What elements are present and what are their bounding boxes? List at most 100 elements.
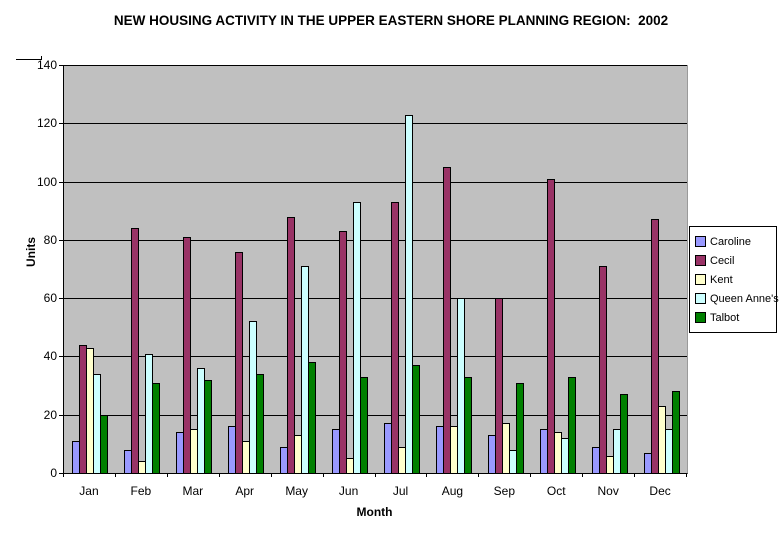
bar-group-jan <box>64 65 116 473</box>
x-tick-mark-2 <box>167 473 168 477</box>
bar-group-mar <box>168 65 220 473</box>
bar-talbot-aug <box>463 377 472 473</box>
bar-talbot-sep <box>515 383 524 473</box>
x-tick-mark-12 <box>686 473 687 477</box>
y-tick-label-40: 40 <box>43 349 57 364</box>
bar-talbot-dec <box>671 391 680 473</box>
bar-cecil-mar <box>183 237 192 473</box>
legend-swatch-icon <box>695 312 706 323</box>
y-tick-label-0: 0 <box>50 466 57 480</box>
x-tick-mark-8 <box>478 473 479 477</box>
x-label-oct: Oct <box>546 484 566 498</box>
x-tick-mark-4 <box>271 473 272 477</box>
bar-cecil-apr <box>235 252 244 473</box>
bar-group-dec <box>635 65 687 473</box>
bar-talbot-jul <box>411 365 420 473</box>
legend-item-queen-anne-s: Queen Anne's <box>695 289 779 308</box>
bar-talbot-feb <box>152 383 161 473</box>
x-tick-mark-3 <box>219 473 220 477</box>
gridline-y-120 <box>64 123 687 124</box>
bar-kent-sep <box>501 423 510 473</box>
bar-group-oct <box>531 65 583 473</box>
x-axis-title: Month <box>356 505 393 519</box>
x-label-may: May <box>285 484 308 498</box>
y-tick-mark-120 <box>59 123 63 124</box>
x-label-nov: Nov <box>597 484 619 498</box>
x-label-jun: Jun <box>338 484 359 498</box>
x-label-feb: Feb <box>130 484 152 498</box>
x-label-jul: Jul <box>392 484 409 498</box>
bar-group-jun <box>324 65 376 473</box>
bar-cecil-dec <box>650 219 659 473</box>
bar-talbot-apr <box>256 374 265 473</box>
legend-label: Cecil <box>710 254 735 267</box>
y-tick-label-20: 20 <box>43 407 57 422</box>
x-tick-mark-6 <box>375 473 376 477</box>
bar-group-aug <box>427 65 479 473</box>
gridline-y-60 <box>64 298 687 299</box>
legend-swatch-icon <box>695 293 706 304</box>
x-label-sep: Sep <box>493 484 516 498</box>
bar-talbot-jan <box>100 415 109 473</box>
bar-queen-anne-s-jul <box>404 115 413 473</box>
axis-scale-marker-tick <box>41 56 42 60</box>
legend: Caroline Cecil Kent Queen Anne's Talbot <box>689 226 779 333</box>
x-label-apr: Apr <box>235 484 255 498</box>
x-label-aug: Aug <box>441 484 464 498</box>
y-tick-mark-80 <box>59 240 63 241</box>
y-tick-label-120: 120 <box>36 116 57 131</box>
legend-item-cecil: Cecil <box>695 251 772 270</box>
plot-area <box>63 65 688 474</box>
x-tick-mark-9 <box>530 473 531 477</box>
y-tick-mark-140 <box>59 65 63 66</box>
bar-talbot-nov <box>619 394 628 473</box>
y-tick-mark-40 <box>59 356 63 357</box>
x-label-dec: Dec <box>649 484 671 498</box>
y-tick-mark-0 <box>59 473 63 474</box>
legend-item-kent: Kent <box>695 270 772 289</box>
y-tick-mark-100 <box>59 182 63 183</box>
bar-talbot-mar <box>204 380 213 473</box>
y-tick-label-60: 60 <box>43 291 57 306</box>
legend-item-caroline: Caroline <box>695 232 772 251</box>
y-tick-mark-20 <box>59 415 63 416</box>
x-label-mar: Mar <box>182 484 204 498</box>
bar-cecil-may <box>287 217 296 473</box>
bar-group-feb <box>116 65 168 473</box>
plot-background <box>64 65 687 473</box>
x-tick-mark-0 <box>63 473 64 477</box>
bar-cecil-jun <box>339 231 348 473</box>
legend-label: Kent <box>710 273 733 286</box>
legend-swatch-icon <box>695 236 706 247</box>
gridline-y-140 <box>64 65 687 66</box>
bar-cecil-aug <box>442 167 451 473</box>
x-tick-mark-5 <box>323 473 324 477</box>
legend-label: Queen Anne's <box>710 292 779 305</box>
x-tick-mark-10 <box>582 473 583 477</box>
bar-talbot-may <box>308 362 317 473</box>
legend-swatch-icon <box>695 274 706 285</box>
gridline-y-40 <box>64 356 687 357</box>
bar-group-apr <box>220 65 272 473</box>
y-axis-title: Units <box>24 237 38 267</box>
y-tick-label-140: 140 <box>36 58 57 72</box>
chart-title: NEW HOUSING ACTIVITY IN THE UPPER EASTER… <box>113 13 669 28</box>
y-tick-label-80: 80 <box>43 232 57 247</box>
bar-talbot-oct <box>567 377 576 473</box>
x-axis-labels: Jan Feb Mar Apr May Jun Jul Aug Sep Oct Nov Dec <box>63 484 686 498</box>
x-tick-mark-1 <box>115 473 116 477</box>
bar-groups <box>64 65 687 473</box>
axis-scale-marker-icon <box>16 56 42 65</box>
legend-item-talbot: Talbot <box>695 308 772 327</box>
x-tick-mark-7 <box>426 473 427 477</box>
bar-cecil-sep <box>494 298 503 473</box>
legend-label: Caroline <box>710 235 751 248</box>
gridline-y-20 <box>64 415 687 416</box>
bar-group-nov <box>583 65 635 473</box>
bar-cecil-oct <box>546 179 555 473</box>
bar-cecil-nov <box>598 266 607 473</box>
x-label-jan: Jan <box>79 484 99 498</box>
gridline-y-100 <box>64 182 687 183</box>
gridline-y-80 <box>64 240 687 241</box>
